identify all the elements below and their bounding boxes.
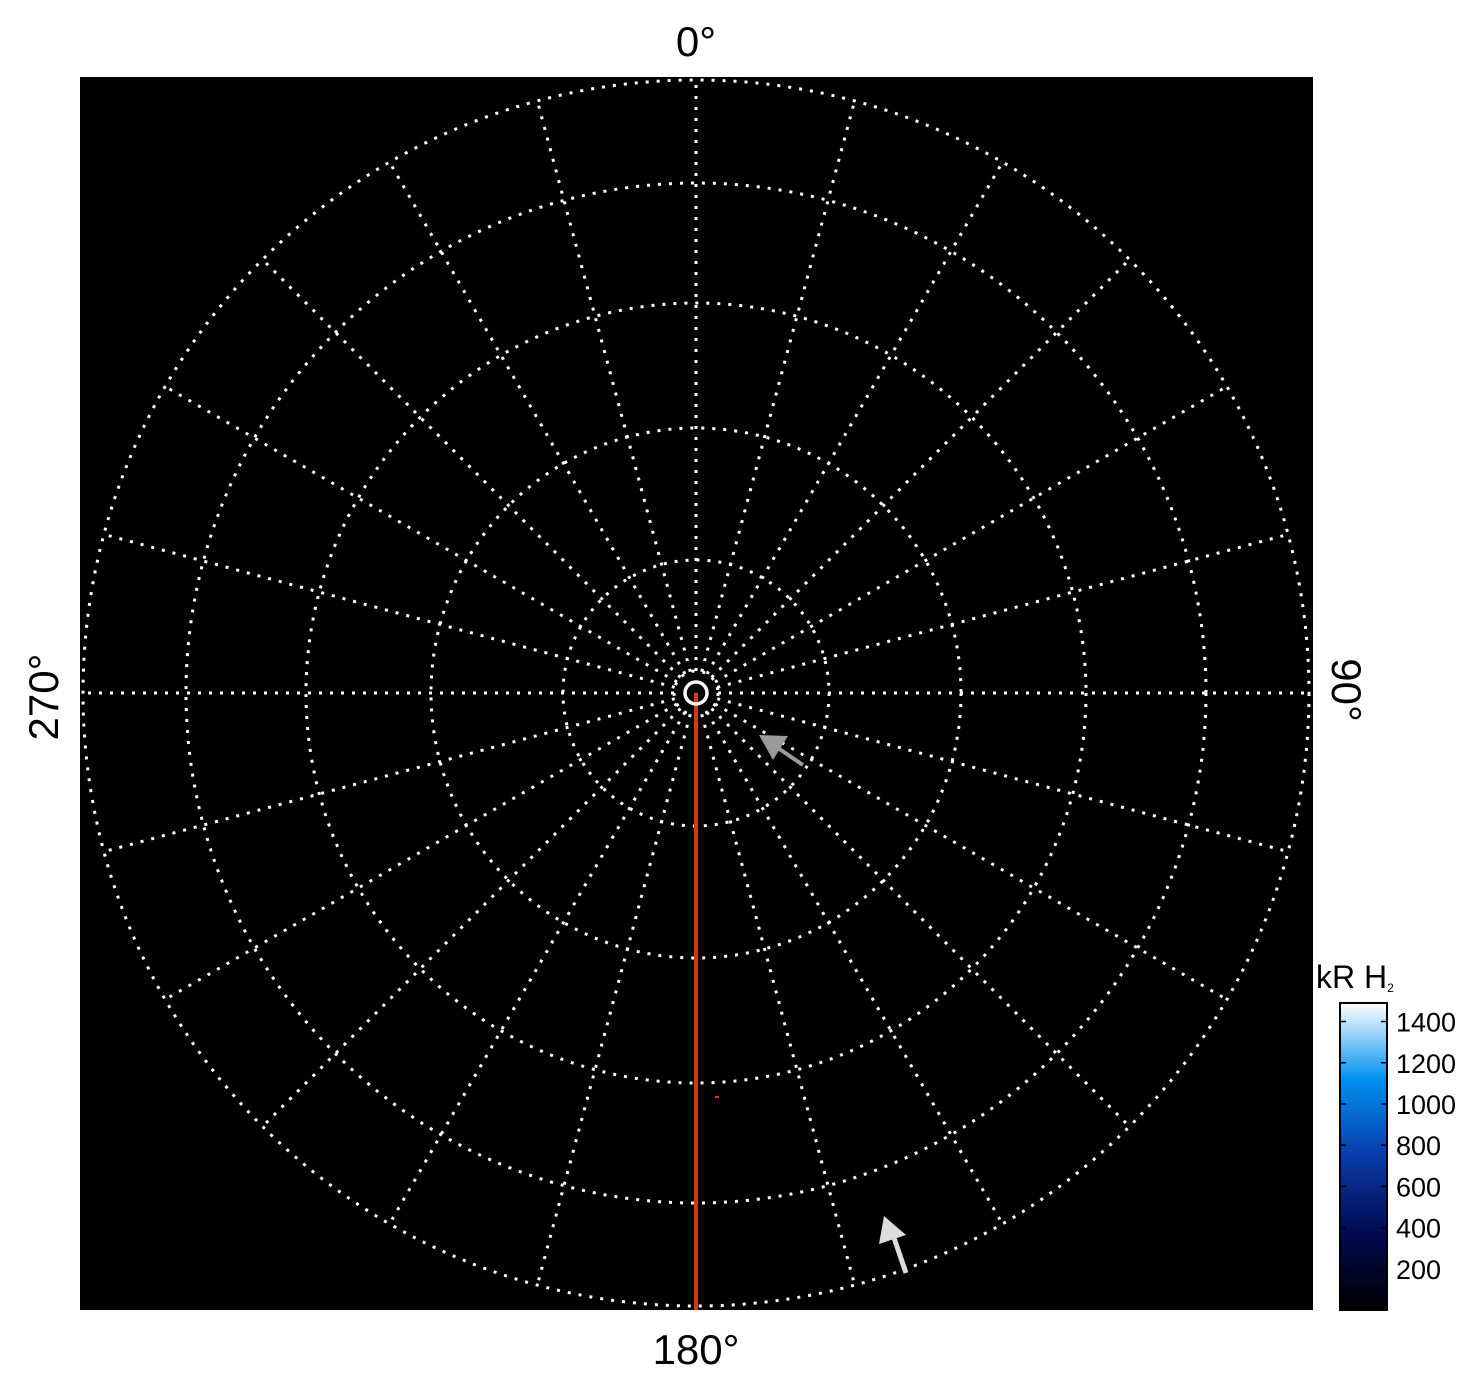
angle-label-top: 0° bbox=[676, 18, 716, 65]
grid-spoke bbox=[259, 707, 682, 1130]
grid-ring bbox=[304, 301, 1088, 1085]
grid-spoke bbox=[386, 711, 687, 1228]
colorbar-tick-label: 400 bbox=[1396, 1214, 1441, 1244]
colorbar: kR H2 1400 1200 1000 800 600 400 200 bbox=[1316, 959, 1456, 1311]
grid-spoke bbox=[710, 707, 1133, 1130]
colorbar-tick-label: 1200 bbox=[1396, 1049, 1456, 1079]
grid-spoke bbox=[705, 711, 1006, 1228]
grid-spoke bbox=[714, 383, 1231, 684]
arrow-gray bbox=[759, 735, 805, 767]
small-red-mark bbox=[715, 1096, 719, 1098]
grid-spoke bbox=[716, 532, 1292, 689]
colorbar-label: kR H2 bbox=[1316, 959, 1394, 995]
grid-spoke bbox=[535, 97, 692, 673]
grid-spoke bbox=[716, 697, 1292, 854]
angle-label-right: 90° bbox=[1323, 658, 1370, 722]
grid-spoke bbox=[714, 702, 1231, 1003]
grid-spoke bbox=[100, 697, 676, 854]
grid-ring bbox=[81, 78, 1311, 1308]
grid-spoke bbox=[705, 158, 1006, 675]
colorbar-tick-label: 200 bbox=[1396, 1255, 1441, 1285]
colorbar-tick-label: 600 bbox=[1396, 1172, 1441, 1202]
colorbar-tick-label: 1000 bbox=[1396, 1090, 1456, 1120]
colorbar-tick-label: 1400 bbox=[1396, 1008, 1456, 1038]
arrow-white bbox=[879, 1216, 909, 1274]
angle-label-bottom: 180° bbox=[653, 1326, 740, 1373]
grid-spoke bbox=[259, 256, 682, 679]
grid-spoke bbox=[700, 97, 857, 673]
polar-grid bbox=[80, 77, 1312, 1309]
grid-spoke bbox=[100, 532, 676, 689]
colorbar-tick-label: 800 bbox=[1396, 1131, 1441, 1161]
grid-spoke bbox=[386, 158, 687, 675]
colorbar-gradient bbox=[1339, 1002, 1388, 1311]
grid-spoke bbox=[161, 383, 678, 684]
grid-spoke bbox=[700, 713, 857, 1289]
angle-label-left: 270° bbox=[20, 654, 67, 741]
grid-spoke bbox=[535, 713, 692, 1289]
pole-circle bbox=[683, 680, 709, 706]
grid-spoke bbox=[161, 702, 678, 1003]
grid-spoke bbox=[710, 256, 1133, 679]
grid-ring bbox=[184, 181, 1208, 1205]
